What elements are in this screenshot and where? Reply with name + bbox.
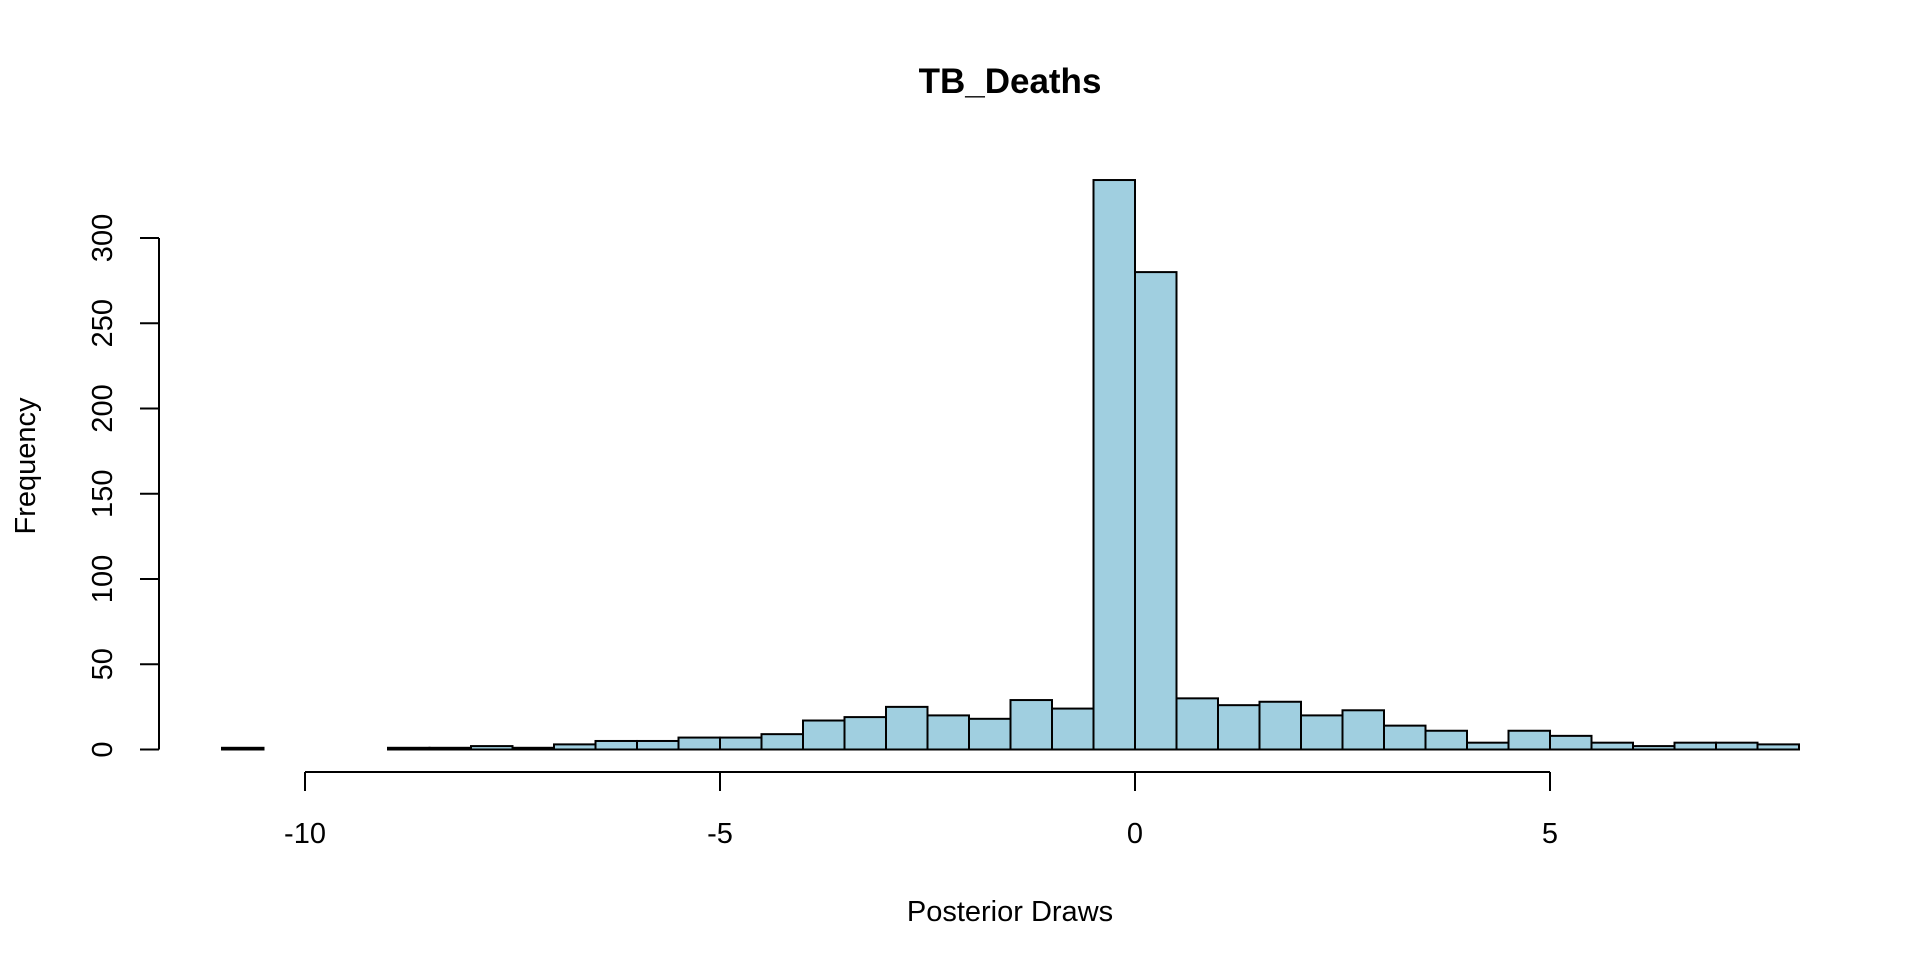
histogram-bar xyxy=(968,717,1012,751)
x-tick-label: -5 xyxy=(707,818,733,850)
histogram-bar xyxy=(1300,714,1344,751)
histogram-bar xyxy=(1341,709,1385,751)
histogram-bar xyxy=(802,719,846,751)
histogram-bar xyxy=(1051,707,1095,751)
histogram-bar xyxy=(1092,179,1136,751)
histogram-bar xyxy=(1134,271,1178,751)
histogram-bar xyxy=(1009,699,1053,751)
y-tick-label: 50 xyxy=(87,648,119,680)
histogram-bar xyxy=(387,746,431,751)
x-tick-label: -10 xyxy=(284,818,326,850)
histogram-bar xyxy=(677,736,721,751)
histogram-bar xyxy=(1175,697,1219,751)
y-axis: 0 50 100 150 200 250 300 xyxy=(87,214,160,758)
x-tick-label: 0 xyxy=(1127,818,1143,850)
histogram-bar xyxy=(553,743,597,751)
histogram-bar xyxy=(1673,741,1717,751)
y-tick-label: 200 xyxy=(87,384,119,432)
y-axis-label: Frequency xyxy=(10,397,42,535)
y-tick-label: 100 xyxy=(87,555,119,603)
histogram-bar xyxy=(1549,734,1593,751)
histogram-bar xyxy=(926,714,970,751)
x-tick-label: 5 xyxy=(1542,818,1558,850)
y-tick-label: 0 xyxy=(87,741,119,757)
histogram-bar xyxy=(636,739,680,751)
histogram-bar xyxy=(885,705,929,751)
x-axis-label: Posterior Draws xyxy=(907,896,1113,928)
histogram-bar xyxy=(221,746,265,751)
bars-group xyxy=(221,179,1800,751)
histogram-bar xyxy=(760,733,804,751)
x-axis: -10 -5 0 5 xyxy=(284,771,1558,850)
y-tick-label: 250 xyxy=(87,299,119,347)
histogram-bar xyxy=(1424,729,1468,751)
histogram-bar xyxy=(1507,729,1551,751)
histogram-bar xyxy=(1590,741,1634,751)
histogram-bar xyxy=(511,746,555,751)
y-tick-label: 300 xyxy=(87,214,119,262)
histogram-bar xyxy=(719,736,763,751)
histogram-bar xyxy=(470,745,514,751)
histogram-bar xyxy=(1632,745,1676,751)
histogram-bar xyxy=(1258,700,1302,751)
histogram-bar xyxy=(1217,704,1261,751)
histogram-bar xyxy=(594,739,638,751)
chart-title: TB_Deaths xyxy=(919,62,1102,101)
histogram-bar xyxy=(843,716,887,751)
histogram-bar xyxy=(1466,741,1510,751)
histogram-bar xyxy=(1383,724,1427,751)
histogram-bar xyxy=(1756,743,1800,751)
histogram-bar xyxy=(1715,741,1759,751)
histogram-bar xyxy=(428,746,472,751)
y-tick-label: 150 xyxy=(87,470,119,518)
